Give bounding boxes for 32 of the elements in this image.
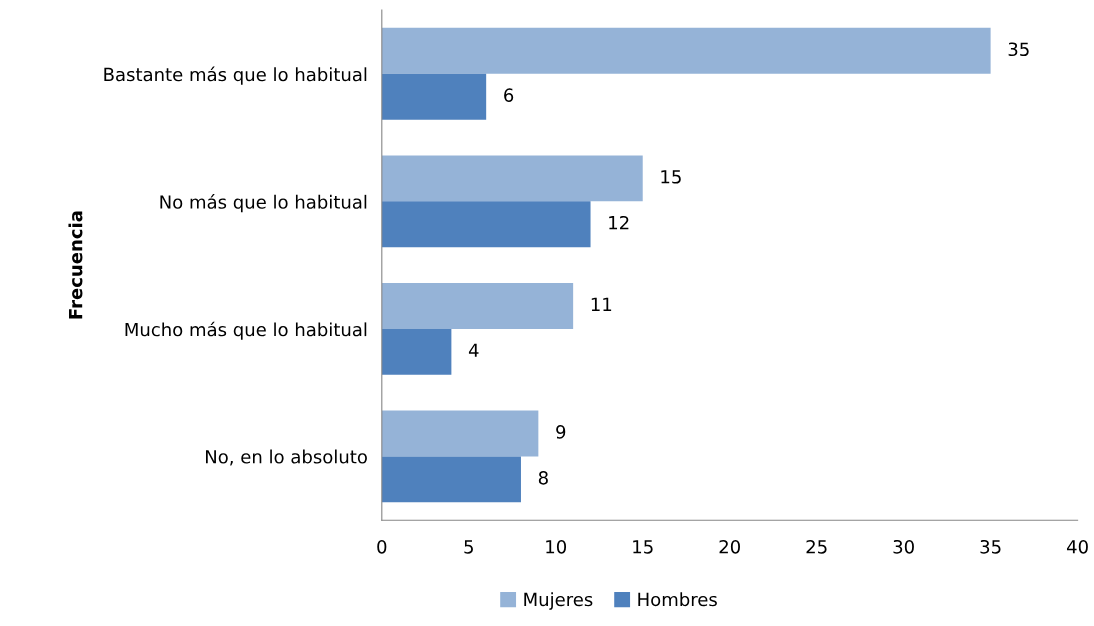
legend-label: Mujeres xyxy=(524,592,593,610)
data-label: 6 xyxy=(504,88,514,102)
data-label: 15 xyxy=(661,170,681,184)
y-tick-label: No más que lo habitual xyxy=(160,194,367,213)
bar xyxy=(381,201,591,248)
data-label: 4 xyxy=(468,343,479,357)
bar xyxy=(381,410,539,457)
data-label: 35 xyxy=(1008,42,1029,57)
x-tick-label: 25 xyxy=(806,539,827,554)
x-tick-label: 5 xyxy=(464,540,473,554)
y-tick-label: Mucho más que lo habitual xyxy=(125,321,367,340)
y-tick-label: No, en lo absoluto xyxy=(206,449,367,466)
x-tick-label: 15 xyxy=(633,540,653,554)
y-tick-label: Bastante más que lo habitual xyxy=(104,66,367,85)
x-tick-label: 30 xyxy=(893,539,914,554)
bar xyxy=(381,456,521,503)
x-tick-label: 20 xyxy=(719,539,740,554)
bar xyxy=(381,73,487,120)
x-tick-label: 0 xyxy=(377,539,387,554)
data-label: 9 xyxy=(556,425,566,439)
x-tick-label: 40 xyxy=(1066,539,1088,554)
data-label: 12 xyxy=(609,215,629,230)
bar xyxy=(381,155,643,202)
data-label: 11 xyxy=(591,297,612,311)
x-tick-label: 35 xyxy=(980,539,1001,554)
bar xyxy=(381,282,574,329)
x-tick-label: 10 xyxy=(546,539,567,554)
data-label: 8 xyxy=(538,470,548,485)
legend-label: Hombres xyxy=(638,592,717,607)
bar xyxy=(381,328,452,375)
bar xyxy=(381,27,991,74)
y-axis-title: Frecuencia xyxy=(68,211,83,319)
